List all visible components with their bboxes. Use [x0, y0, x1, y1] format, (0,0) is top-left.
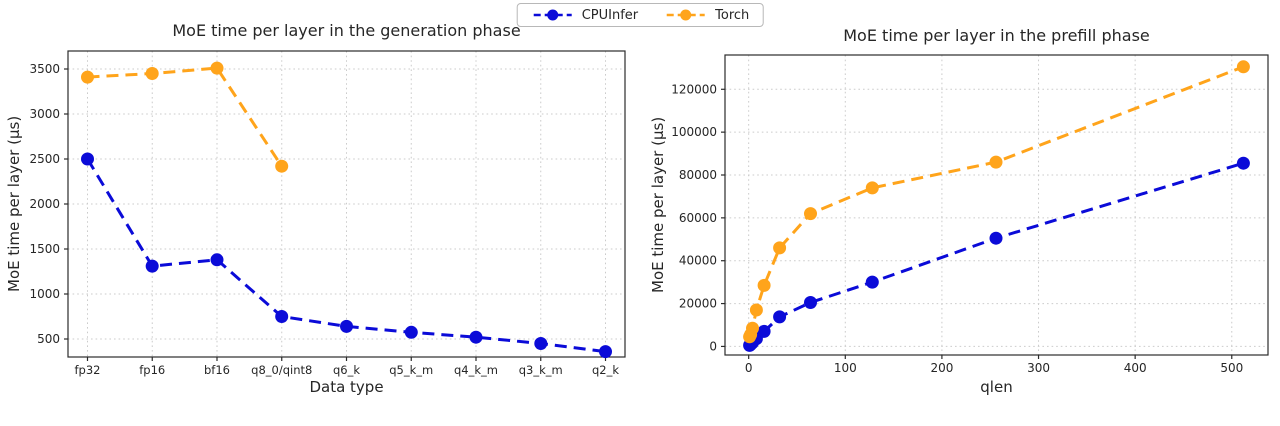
svg-text:400: 400 [1124, 361, 1147, 375]
legend-item-torch: Torch [664, 7, 749, 23]
svg-text:0: 0 [709, 339, 717, 353]
svg-text:2000: 2000 [29, 197, 60, 211]
svg-text:q4_k_m: q4_k_m [454, 363, 498, 377]
legend-marker-dot-cpuinfer [547, 9, 559, 21]
prefill-phase-plot-area: 0 20000 40000 60000 80000 100000 120000 0 100 200… [671, 54, 1269, 375]
svg-text:fp16: fp16 [139, 363, 165, 377]
svg-text:fp32: fp32 [75, 363, 101, 377]
svg-text:80000: 80000 [679, 168, 717, 182]
svg-text:100: 100 [834, 361, 857, 375]
svg-text:200: 200 [930, 361, 953, 375]
torch-line-marker-icon [667, 9, 706, 21]
svg-text:q2_k: q2_k [592, 363, 619, 377]
legend: CPUInfer Torch [516, 3, 764, 27]
svg-text:0: 0 [745, 361, 753, 375]
svg-text:3500: 3500 [29, 62, 60, 76]
svg-text:q3_k_m: q3_k_m [519, 363, 563, 377]
svg-text:q8_0/qint8: q8_0/qint8 [251, 363, 312, 377]
legend-label-cpuinfer: CPUInfer [581, 7, 639, 23]
svg-text:120000: 120000 [671, 82, 717, 96]
svg-text:q5_k_m: q5_k_m [389, 363, 433, 377]
chart-title-generation: MoE time per layer in the generation pha… [172, 21, 521, 40]
svg-text:2500: 2500 [29, 152, 60, 166]
svg-text:100000: 100000 [671, 125, 717, 139]
generation-phase-chart: MoE time per layer in the generation pha… [5, 21, 626, 396]
legend-item-cpuinfer: CPUInfer [531, 7, 638, 23]
x-axis-label-prefill: qlen [980, 378, 1013, 396]
cpuinfer-line-marker-icon [533, 9, 572, 21]
x-axis-label-generation: Data type [309, 378, 384, 396]
svg-text:1500: 1500 [29, 242, 60, 256]
svg-text:300: 300 [1027, 361, 1050, 375]
legend-marker-dot-torch [680, 9, 692, 21]
svg-text:500: 500 [1220, 361, 1243, 375]
chart-title-prefill: MoE time per layer in the prefill phase [843, 26, 1150, 45]
generation-phase-plot-area: 500 1000 1500 2000 2500 3000 3500 fp32 fp16 bf16 q… [29, 50, 626, 377]
svg-text:500: 500 [37, 332, 60, 346]
svg-text:q6_k: q6_k [333, 363, 360, 377]
svg-text:60000: 60000 [679, 211, 717, 225]
svg-text:1000: 1000 [29, 287, 60, 301]
prefill-phase-chart: MoE time per layer in the prefill phase … [648, 0, 1280, 426]
svg-text:20000: 20000 [679, 297, 717, 311]
svg-text:3000: 3000 [29, 107, 60, 121]
svg-text:40000: 40000 [679, 254, 717, 268]
svg-text:bf16: bf16 [204, 363, 230, 377]
legend-label-torch: Torch [715, 7, 750, 23]
